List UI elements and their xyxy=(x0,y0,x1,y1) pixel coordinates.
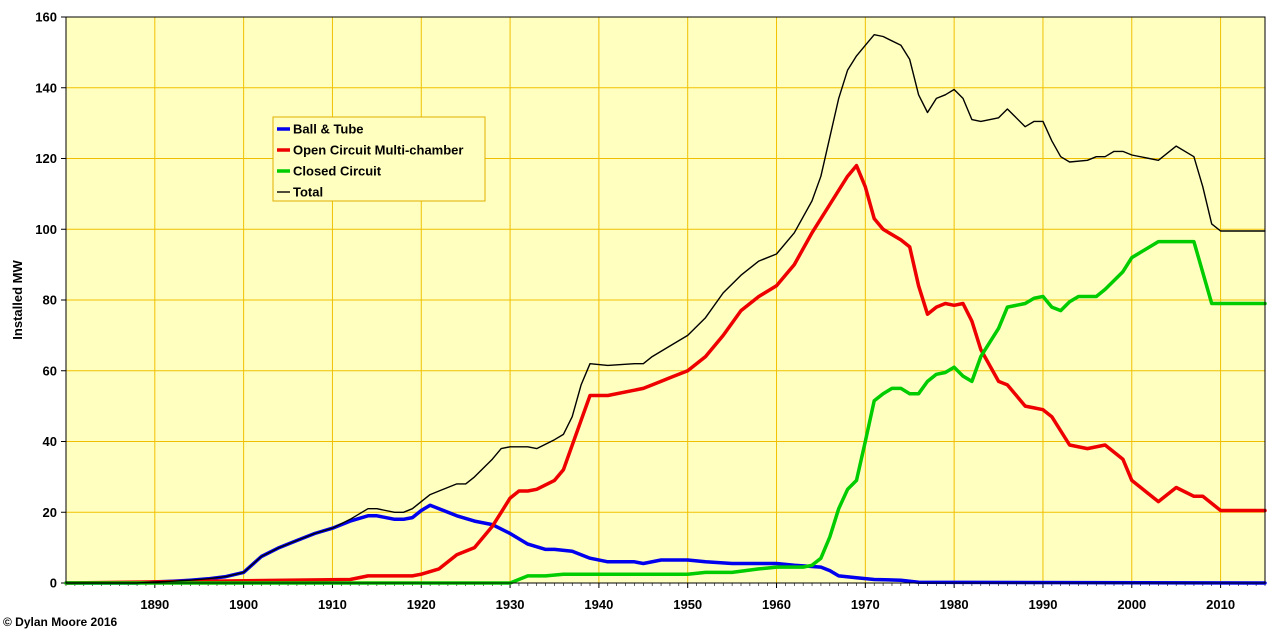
x-tick-label: 2000 xyxy=(1117,597,1146,612)
x-tick-label: 1930 xyxy=(496,597,525,612)
legend-box xyxy=(272,116,486,202)
x-axis-ticks: 1890 1900 1910 1920 1930 1940 1950 1960 1970 1980… xyxy=(65,583,1266,612)
y-tick-label: 0 xyxy=(50,576,57,591)
series-line-open-circuit-multi-chamber xyxy=(64,163,1267,585)
legend-label-total: Total xyxy=(293,185,323,200)
legend-label-open-circuit-multi-chamber: Open Circuit Multi-chamber xyxy=(293,143,463,158)
x-tick-label: 1900 xyxy=(229,597,258,612)
y-tick-label: 20 xyxy=(43,505,57,520)
x-tick-label: 1980 xyxy=(940,597,969,612)
x-tick-label: 2010 xyxy=(1206,597,1235,612)
y-tick-label: 60 xyxy=(43,363,57,378)
x-tick-label: 1890 xyxy=(140,597,169,612)
y-tick-label: 100 xyxy=(35,222,57,237)
y-tick-label: 140 xyxy=(35,80,57,95)
y-tick-label: 80 xyxy=(43,293,57,308)
x-tick-label: 1940 xyxy=(584,597,613,612)
y-axis-title: Installed MW xyxy=(10,260,25,340)
y-axis-ticks: 0 20 40 60 80 100 120 140 160 xyxy=(35,10,66,591)
series-line-closed-circuit xyxy=(64,239,1267,585)
x-tick-label: 1910 xyxy=(318,597,347,612)
legend-label-closed-circuit: Closed Circuit xyxy=(293,164,382,179)
series-lines xyxy=(64,34,1267,585)
y-tick-label: 160 xyxy=(35,10,57,25)
x-tick-label: 1950 xyxy=(673,597,702,612)
x-tick-label: 1990 xyxy=(1029,597,1058,612)
series-line-total xyxy=(65,34,1266,584)
y-tick-label: 120 xyxy=(35,151,57,166)
copyright-credit: © Dylan Moore 2016 xyxy=(3,615,118,629)
legend-label-ball-tube: Ball & Tube xyxy=(293,122,364,137)
y-tick-label: 40 xyxy=(43,434,57,449)
x-tick-label: 1920 xyxy=(407,597,436,612)
legend: Ball & Tube Open Circuit Multi-chamber Clo… xyxy=(272,116,486,202)
x-tick-label: 1970 xyxy=(851,597,880,612)
plot-frame xyxy=(65,16,1266,584)
x-tick-label: 1960 xyxy=(762,597,791,612)
